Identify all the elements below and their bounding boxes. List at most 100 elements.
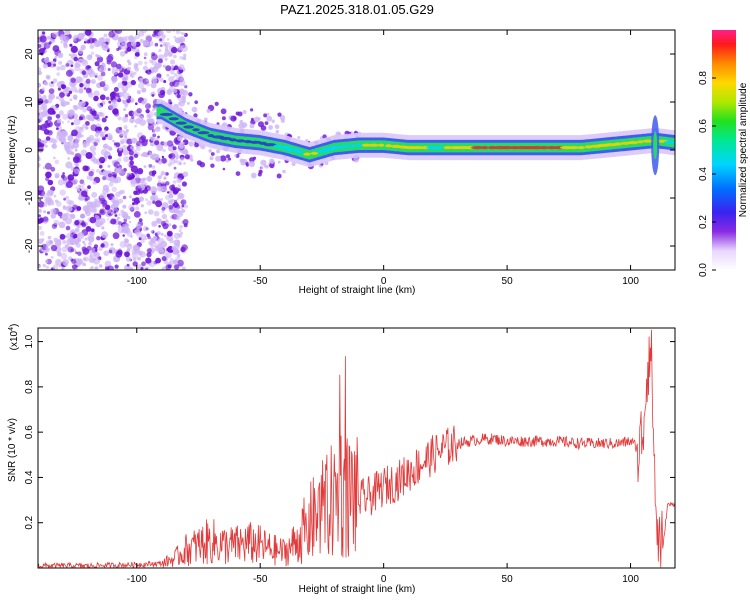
spectrogram-noise-point [178,45,184,51]
spectrogram-noise-point [38,67,42,72]
spectrogram-noise-point [163,176,167,180]
spectrogram-noise-point [44,162,52,170]
spectrogram-noise-point [85,210,91,217]
spectrogram-noise-point [82,240,86,244]
spectrogram-noise-point [42,63,49,69]
spectrogram-noise-point [38,82,42,88]
spectrogram-noise-point [46,211,51,215]
ridge-core-blob [412,146,425,150]
spectrogram-noise-point [165,30,172,34]
ridge-core-blob [263,143,277,147]
spectrogram-noise-point [45,136,51,141]
spectrogram-noise-point [66,205,73,212]
spectrogram-scatter-point [177,135,183,142]
spectrogram-noise-point [150,230,154,233]
spectrogram-noise-point [72,204,78,210]
spectrogram-noise-point [42,263,46,268]
spectrogram-scatter-point [228,157,232,161]
spectrogram-noise-point [108,173,112,178]
spectrogram-noise-point [162,64,166,68]
spectrogram-noise-point [110,211,114,215]
spectrogram-noise-point [179,79,186,87]
spectrogram-noise-point [97,54,101,58]
spectrogram-noise-point [52,45,60,52]
spectrogram-scatter-point [221,116,226,121]
spectrogram-noise-point [172,189,179,195]
spectrogram-noise-point [92,180,97,185]
spectrogram-noise-point [93,244,99,249]
spectrogram-noise-point [111,68,118,75]
spectrogram-noise-point [114,214,118,217]
spectrogram-scatter-point [260,166,264,170]
ridge-core-blob [426,146,440,150]
spectrogram-noise-point [53,194,57,198]
spectrogram-noise-point [119,129,126,136]
spectrogram-noise-point [113,111,120,117]
spectrogram-noise-point [118,190,123,195]
spectrogram-noise-point [137,60,143,66]
spectrogram-noise-point [38,214,41,218]
spectrogram-noise-point [100,209,104,214]
spectrogram-scatter-point [266,115,273,122]
spectrogram-scatter-point [282,169,286,174]
spectrogram-noise-point [62,172,65,175]
spectrogram-noise-point [157,175,162,180]
spectrogram-noise-point [114,78,118,82]
spectrogram-noise-point [107,135,113,140]
spectrogram-noise-point [175,30,181,35]
snr-x-ticks: -100 -50 0 50 100 [127,328,639,585]
ridge-core-blob [303,152,311,156]
spectrogram-noise-point [103,143,109,149]
spectrogram-noise-point [88,37,95,44]
spectrogram-noise-point [64,244,70,249]
spectrogram-noise-point [136,114,140,118]
spectrogram-noise-point [50,81,54,84]
spectrogram-noise-point [116,47,120,52]
spectrogram-noise-point [38,208,43,213]
spectrogram-noise-point [122,195,127,200]
spectrogram-noise-point [47,235,52,240]
spectrogram-noise-point [153,123,157,127]
spectrogram-noise-point [162,148,166,153]
spectrogram-noise-point [114,264,119,269]
spectrogram-noise-point [66,238,73,245]
spectrogram-noise-point [175,156,179,160]
spectrogram-noise-point [53,139,58,144]
ridge-core-blob [159,112,173,117]
spectrogram-noise-point [178,64,185,71]
spectrogram-noise-point [166,248,170,251]
spectrogram-noise-point [144,211,147,214]
spectrogram-noise-point [124,251,130,258]
spectrogram-noise-point [105,115,108,119]
spectrogram-noise-point [161,207,166,211]
spectrogram-noise-point [42,95,47,100]
spectrogram-noise-point [93,40,101,48]
spectrogram-noise-point [182,219,189,225]
spectrogram-noise-point [123,108,127,112]
spectrogram-noise-point [138,218,143,223]
spectrogram-noise-point [47,120,51,124]
spectrogram-noise-point [39,35,47,43]
spectrogram-scatter-point [263,113,268,118]
spectrogram-noise-point [115,96,119,100]
spectrogram-noise-point [129,267,134,270]
spectrogram-noise-point [41,103,48,110]
spectrogram-noise-point [110,204,116,210]
ridge-core-blob [229,138,238,142]
spectrogram-noise-point [48,189,54,196]
spectrogram-noise-point [134,170,138,175]
spectrogram-noise-point [81,262,86,266]
spectrogram-scatter-point [235,171,241,177]
snr-marks [38,329,675,568]
spectrogram-scatter-point [167,90,171,94]
spectrogram-noise-point [84,37,88,42]
spectrogram-scatter-point [222,167,226,171]
spectrogram-noise-point [57,251,62,257]
spectrogram-noise-point [176,239,181,243]
spectrogram-noise-point [130,145,135,150]
spectrogram-noise-point [156,144,164,152]
spectrogram-noise-point [133,245,140,252]
spectrogram-noise-point [126,243,133,250]
ridge-core-blob [614,142,623,146]
